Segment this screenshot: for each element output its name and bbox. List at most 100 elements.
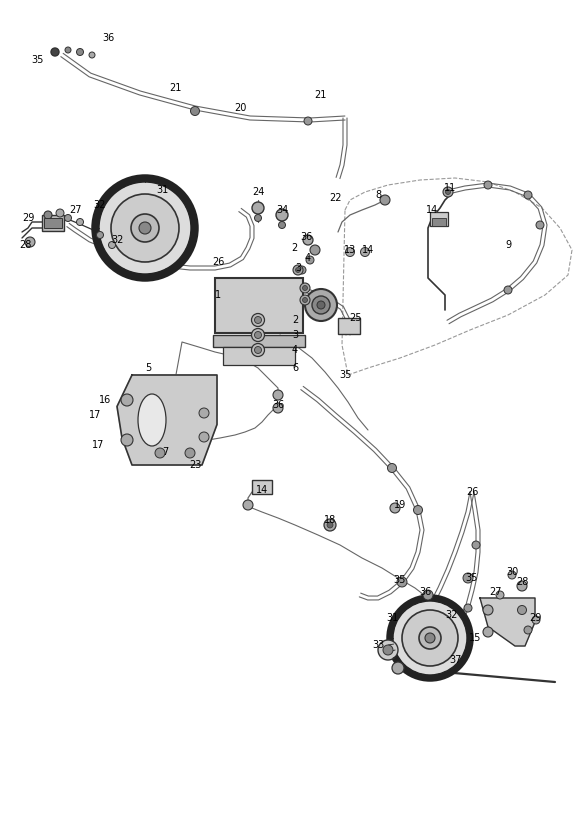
- Circle shape: [76, 218, 83, 226]
- Circle shape: [293, 265, 303, 275]
- Circle shape: [317, 301, 325, 309]
- Circle shape: [464, 604, 472, 612]
- Circle shape: [243, 500, 253, 510]
- Circle shape: [131, 214, 159, 242]
- Circle shape: [388, 596, 472, 680]
- Circle shape: [303, 285, 307, 291]
- Circle shape: [483, 605, 493, 615]
- Text: 2: 2: [291, 243, 297, 253]
- Text: 13: 13: [344, 245, 356, 255]
- Text: 27: 27: [489, 587, 501, 597]
- Text: 4: 4: [292, 345, 298, 355]
- Circle shape: [392, 662, 404, 674]
- Circle shape: [111, 194, 179, 262]
- Circle shape: [324, 519, 336, 531]
- Circle shape: [93, 176, 197, 280]
- Text: 16: 16: [99, 395, 111, 405]
- Text: 33: 33: [372, 640, 384, 650]
- Text: 14: 14: [426, 205, 438, 215]
- Text: 17: 17: [92, 440, 104, 450]
- Circle shape: [310, 245, 320, 255]
- Circle shape: [532, 616, 540, 624]
- Text: 9: 9: [505, 240, 511, 250]
- Text: 35: 35: [31, 55, 43, 65]
- Text: 36: 36: [272, 400, 284, 410]
- Circle shape: [255, 316, 262, 324]
- Circle shape: [378, 640, 398, 660]
- Circle shape: [121, 394, 133, 406]
- Text: 28: 28: [19, 240, 31, 250]
- Circle shape: [65, 47, 71, 53]
- Text: 5: 5: [145, 363, 151, 373]
- Circle shape: [383, 645, 393, 655]
- Circle shape: [304, 117, 312, 125]
- Ellipse shape: [138, 394, 166, 446]
- Circle shape: [76, 49, 83, 55]
- Circle shape: [99, 182, 191, 274]
- Circle shape: [296, 268, 300, 273]
- Circle shape: [51, 48, 59, 56]
- Circle shape: [380, 195, 390, 205]
- Bar: [338, 318, 360, 334]
- Circle shape: [390, 503, 400, 513]
- Text: 23: 23: [189, 460, 201, 470]
- Bar: [252, 480, 272, 494]
- Text: 24: 24: [252, 187, 264, 197]
- Circle shape: [121, 434, 133, 446]
- Text: 19: 19: [394, 500, 406, 510]
- Text: 29: 29: [529, 613, 541, 623]
- Circle shape: [483, 627, 493, 637]
- Circle shape: [251, 313, 265, 326]
- Text: 31: 31: [386, 613, 398, 623]
- Circle shape: [397, 577, 407, 587]
- Text: 34: 34: [276, 205, 288, 215]
- Text: 15: 15: [469, 633, 481, 643]
- Circle shape: [255, 331, 262, 339]
- Circle shape: [89, 52, 95, 58]
- Text: 1: 1: [215, 290, 221, 300]
- Circle shape: [25, 237, 35, 247]
- Circle shape: [484, 181, 492, 189]
- Bar: [215, 278, 303, 333]
- Text: 32: 32: [112, 235, 124, 245]
- Text: 31: 31: [156, 185, 168, 195]
- Circle shape: [524, 191, 532, 199]
- Circle shape: [255, 214, 262, 222]
- Circle shape: [97, 232, 104, 238]
- Bar: [213, 335, 305, 347]
- Bar: [432, 218, 446, 226]
- Circle shape: [273, 390, 283, 400]
- Circle shape: [524, 626, 532, 634]
- Circle shape: [327, 522, 333, 528]
- Circle shape: [472, 541, 480, 549]
- Polygon shape: [117, 375, 217, 465]
- Circle shape: [44, 211, 52, 219]
- Circle shape: [273, 403, 283, 413]
- Circle shape: [419, 627, 441, 649]
- Circle shape: [445, 190, 451, 194]
- Text: 21: 21: [314, 90, 326, 100]
- Text: 32: 32: [94, 200, 106, 210]
- Text: 36: 36: [300, 232, 312, 242]
- Text: 3: 3: [295, 263, 301, 273]
- Circle shape: [279, 222, 286, 228]
- Circle shape: [504, 286, 512, 294]
- Circle shape: [199, 408, 209, 418]
- Text: 4: 4: [305, 253, 311, 263]
- Circle shape: [425, 633, 435, 643]
- Circle shape: [155, 448, 165, 458]
- Circle shape: [276, 209, 288, 221]
- Text: 35: 35: [394, 575, 406, 585]
- Circle shape: [251, 329, 265, 341]
- Text: 35: 35: [466, 573, 478, 583]
- Circle shape: [300, 295, 310, 305]
- Circle shape: [463, 573, 473, 583]
- Circle shape: [252, 202, 264, 214]
- Circle shape: [388, 464, 396, 472]
- Circle shape: [65, 214, 72, 222]
- Circle shape: [536, 221, 544, 229]
- Circle shape: [312, 296, 330, 314]
- Circle shape: [56, 209, 64, 217]
- Circle shape: [393, 601, 467, 675]
- Text: 17: 17: [89, 410, 101, 420]
